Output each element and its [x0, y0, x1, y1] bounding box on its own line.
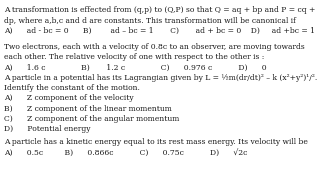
Text: A)      ad - bc = 0      B)        ad – bc = 1       C)       ad + bc = 0    D) : A) ad - bc = 0 B) ad – bc = 1 C) ad + bc… [4, 27, 315, 35]
Text: each other. The relative velocity of one with respect to the other is :: each other. The relative velocity of one… [4, 53, 264, 61]
Text: dp, where a,b,c and d are constants. This transformation will be canonical if: dp, where a,b,c and d are constants. Thi… [4, 17, 296, 24]
Text: D)      Potential energy: D) Potential energy [4, 125, 90, 133]
Text: A particle has a kinetic energy equal to its rest mass energy. Its velocity will: A particle has a kinetic energy equal to… [4, 138, 308, 146]
Text: C)      Z component of the angular momentum: C) Z component of the angular momentum [4, 115, 179, 123]
Text: A transformation is effected from (q,p) to (Q,P) so that Q = aq + bp and P = cq : A transformation is effected from (q,p) … [4, 6, 315, 14]
Text: Two electrons, each with a velocity of 0.8c to an observer, are moving towards: Two electrons, each with a velocity of 0… [4, 43, 305, 51]
Text: A)      0.5c         B)      0.866c           C)      0.75c           D)      √2: A) 0.5c B) 0.866c C) 0.75c D) √2 [4, 148, 247, 156]
Text: Identify the constant of the motion.: Identify the constant of the motion. [4, 84, 140, 92]
Text: A particle in a potential has its Lagrangian given by L = ½m(dr/dt)² – k (x²+y²): A particle in a potential has its Lagran… [4, 74, 317, 82]
Text: B)      Z component of the linear momentum: B) Z component of the linear momentum [4, 105, 172, 112]
Text: A)      1.6 c               B)       1.2 c               C)      0.976 c        : A) 1.6 c B) 1.2 c C) 0.976 c [4, 64, 267, 72]
Text: A)      Z component of the velocity: A) Z component of the velocity [4, 94, 133, 102]
